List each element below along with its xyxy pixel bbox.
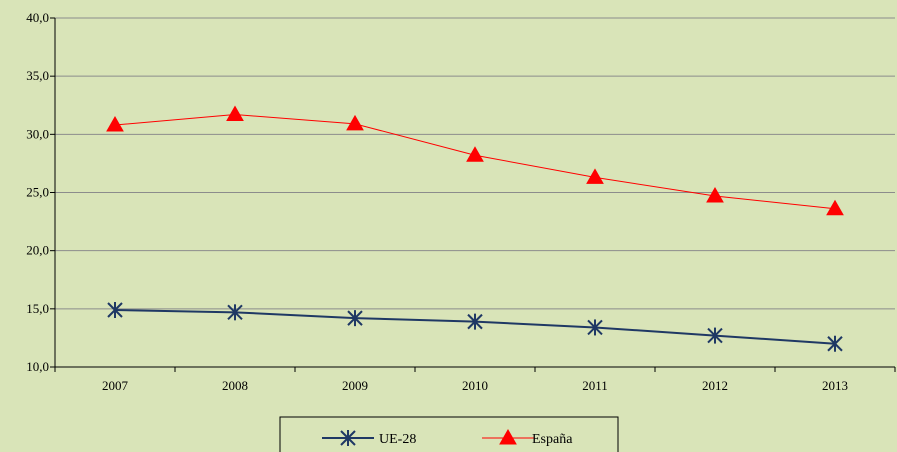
x-tick-label: 2010 — [462, 378, 488, 393]
legend-box — [279, 416, 619, 452]
legend-label: España — [532, 432, 573, 447]
data-point — [107, 301, 123, 318]
x-tick-label: 2009 — [342, 378, 368, 393]
data-point — [707, 327, 723, 344]
axes — [54, 18, 896, 372]
legend-item: España — [482, 428, 573, 447]
legend-label: UE-28 — [379, 432, 416, 447]
series-ue-28 — [107, 301, 843, 352]
x-tick-label: 2008 — [222, 378, 248, 393]
x-tick-label: 2012 — [702, 378, 728, 393]
y-tick-label: 30,0 — [26, 126, 49, 141]
data-point — [347, 310, 363, 327]
x-tick-label: 2007 — [102, 378, 129, 393]
data-point — [587, 319, 603, 336]
gridlines — [50, 17, 895, 368]
legend-marker — [499, 428, 517, 445]
legend-item: UE-28 — [322, 430, 416, 447]
y-tick-label: 40,0 — [26, 10, 49, 25]
data-point — [706, 186, 724, 203]
data-point — [466, 146, 484, 162]
data-point — [227, 304, 243, 321]
data-point — [586, 168, 604, 184]
series-group — [106, 105, 844, 352]
x-tick-label: 2013 — [822, 378, 848, 393]
legend-marker — [340, 430, 356, 446]
data-point — [346, 114, 364, 131]
legend: UE-28 España — [279, 416, 619, 452]
data-point — [827, 335, 843, 352]
data-point — [106, 116, 124, 132]
data-point — [826, 199, 844, 216]
x-tick-label: 2011 — [582, 378, 608, 393]
y-tick-label: 25,0 — [26, 185, 49, 200]
y-tick-label: 35,0 — [26, 68, 49, 83]
y-tick-label: 15,0 — [26, 301, 49, 316]
x-tick-labels: 2007 2008 2009 2010 2011 2012 2013 — [102, 378, 848, 393]
y-tick-label: 20,0 — [26, 243, 49, 258]
y-tick-label: 10,0 — [26, 359, 49, 374]
y-tick-labels: 10,0 15,0 20,0 25,0 30,0 35,0 40,0 — [26, 10, 49, 374]
data-point — [226, 105, 244, 122]
series-espana — [106, 105, 844, 216]
data-point — [467, 313, 483, 330]
